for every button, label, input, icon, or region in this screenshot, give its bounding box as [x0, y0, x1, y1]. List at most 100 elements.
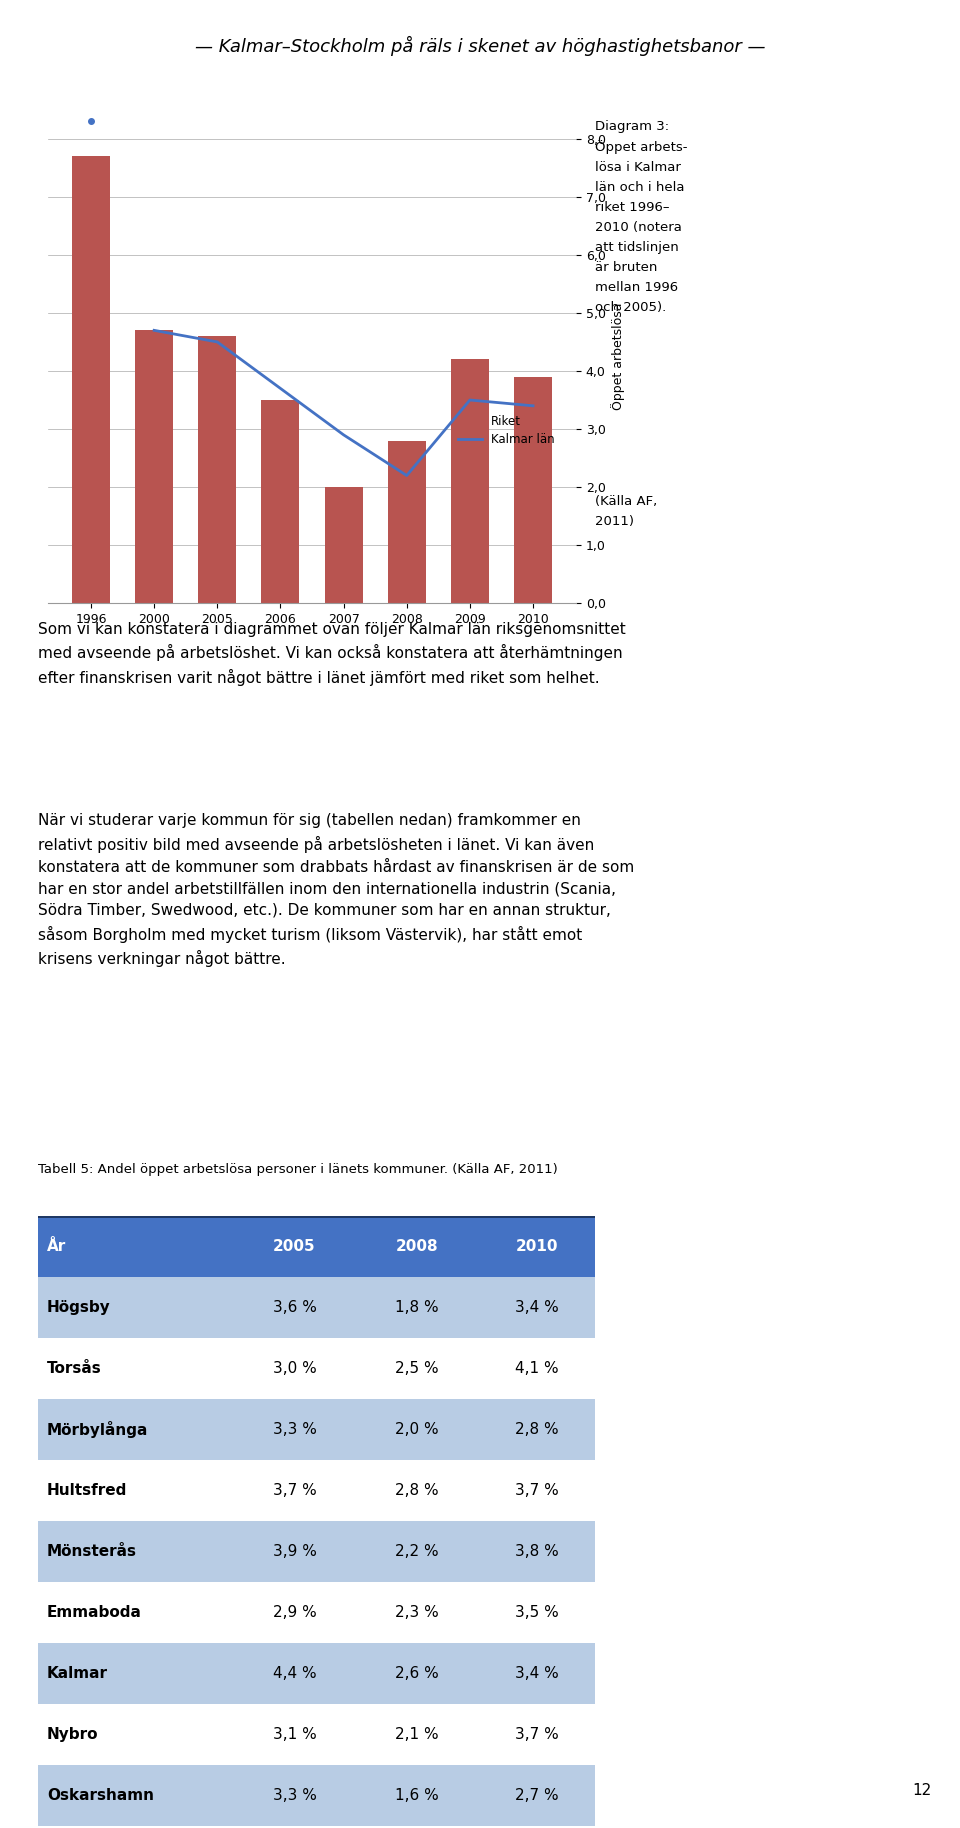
Text: — Kalmar–Stockholm på räls i skenet av höghastighetsbanor —: — Kalmar–Stockholm på räls i skenet av h… — [195, 37, 765, 55]
FancyBboxPatch shape — [233, 1216, 356, 1276]
Text: 2,8 %: 2,8 % — [396, 1483, 439, 1497]
Text: 4,1 %: 4,1 % — [515, 1360, 559, 1376]
Text: Som vi kan konstatera i diagrammet ovan följer Kalmar län riksgenomsnittet
med a: Som vi kan konstatera i diagrammet ovan … — [38, 622, 626, 686]
Y-axis label: Öppet arbetslösa: Öppet arbetslösa — [612, 303, 625, 409]
FancyBboxPatch shape — [233, 1338, 356, 1398]
Bar — [199, 336, 236, 603]
Bar — [451, 360, 489, 603]
Text: 3,3 %: 3,3 % — [273, 1422, 317, 1437]
FancyBboxPatch shape — [233, 1276, 356, 1338]
FancyBboxPatch shape — [478, 1216, 595, 1276]
FancyBboxPatch shape — [478, 1704, 595, 1764]
Text: 3,9 %: 3,9 % — [273, 1543, 317, 1559]
Bar — [135, 331, 173, 603]
Text: 3,4 %: 3,4 % — [515, 1300, 559, 1314]
FancyBboxPatch shape — [478, 1764, 595, 1826]
FancyBboxPatch shape — [233, 1704, 356, 1764]
Text: Emmaboda: Emmaboda — [47, 1605, 142, 1620]
Text: 2005: 2005 — [274, 1239, 316, 1254]
FancyBboxPatch shape — [478, 1338, 595, 1398]
FancyBboxPatch shape — [478, 1276, 595, 1338]
FancyBboxPatch shape — [356, 1704, 478, 1764]
FancyBboxPatch shape — [38, 1216, 233, 1276]
Text: (Källa AF,
2011): (Källa AF, 2011) — [595, 495, 658, 528]
Text: Mörbylånga: Mörbylånga — [47, 1420, 148, 1437]
Text: 2,5 %: 2,5 % — [396, 1360, 439, 1376]
Text: 3,0 %: 3,0 % — [273, 1360, 317, 1376]
FancyBboxPatch shape — [356, 1216, 478, 1276]
FancyBboxPatch shape — [356, 1764, 478, 1826]
FancyBboxPatch shape — [38, 1459, 233, 1521]
FancyBboxPatch shape — [356, 1581, 478, 1643]
FancyBboxPatch shape — [478, 1581, 595, 1643]
Text: 2010: 2010 — [516, 1239, 558, 1254]
Text: 3,7 %: 3,7 % — [515, 1483, 559, 1497]
Text: Kalmar: Kalmar — [47, 1665, 108, 1680]
Text: Oskarshamn: Oskarshamn — [47, 1788, 154, 1802]
Text: Hultsfred: Hultsfred — [47, 1483, 127, 1497]
Bar — [261, 400, 300, 603]
FancyBboxPatch shape — [38, 1704, 233, 1764]
Text: År: År — [47, 1239, 66, 1254]
Text: 3,6 %: 3,6 % — [273, 1300, 317, 1314]
Text: 12: 12 — [912, 1782, 931, 1799]
Text: Nybro: Nybro — [47, 1726, 98, 1742]
Bar — [515, 377, 552, 603]
Text: 2,8 %: 2,8 % — [515, 1422, 559, 1437]
FancyBboxPatch shape — [233, 1398, 356, 1459]
Text: 3,7 %: 3,7 % — [273, 1483, 317, 1497]
Text: 3,8 %: 3,8 % — [515, 1543, 559, 1559]
Text: 2,2 %: 2,2 % — [396, 1543, 439, 1559]
Legend: Riket, Kalmar län: Riket, Kalmar län — [453, 409, 560, 452]
Text: 1,6 %: 1,6 % — [396, 1788, 439, 1802]
FancyBboxPatch shape — [356, 1643, 478, 1704]
FancyBboxPatch shape — [356, 1398, 478, 1459]
Text: Mönsterås: Mönsterås — [47, 1543, 136, 1559]
Text: 2008: 2008 — [396, 1239, 439, 1254]
FancyBboxPatch shape — [478, 1521, 595, 1581]
FancyBboxPatch shape — [38, 1764, 233, 1826]
Text: 3,4 %: 3,4 % — [515, 1665, 559, 1680]
Text: 2,3 %: 2,3 % — [396, 1605, 439, 1620]
FancyBboxPatch shape — [356, 1459, 478, 1521]
Text: Högsby: Högsby — [47, 1300, 110, 1314]
Text: 2,6 %: 2,6 % — [396, 1665, 439, 1680]
Text: Diagram 3:
Öppet arbets-
lösa i Kalmar
län och i hela
riket 1996–
2010 (notera
a: Diagram 3: Öppet arbets- lösa i Kalmar l… — [595, 119, 687, 314]
FancyBboxPatch shape — [356, 1826, 478, 1828]
Bar — [388, 441, 425, 603]
Text: 2,9 %: 2,9 % — [273, 1605, 317, 1620]
Text: 3,3 %: 3,3 % — [273, 1788, 317, 1802]
Text: 2,0 %: 2,0 % — [396, 1422, 439, 1437]
FancyBboxPatch shape — [233, 1459, 356, 1521]
FancyBboxPatch shape — [38, 1521, 233, 1581]
FancyBboxPatch shape — [233, 1581, 356, 1643]
Bar — [72, 155, 109, 603]
Text: 3,1 %: 3,1 % — [273, 1726, 317, 1742]
Text: 3,7 %: 3,7 % — [515, 1726, 559, 1742]
FancyBboxPatch shape — [233, 1764, 356, 1826]
FancyBboxPatch shape — [478, 1643, 595, 1704]
FancyBboxPatch shape — [478, 1459, 595, 1521]
FancyBboxPatch shape — [38, 1216, 595, 1217]
FancyBboxPatch shape — [356, 1276, 478, 1338]
FancyBboxPatch shape — [38, 1643, 233, 1704]
FancyBboxPatch shape — [38, 1826, 233, 1828]
FancyBboxPatch shape — [233, 1521, 356, 1581]
FancyBboxPatch shape — [478, 1826, 595, 1828]
FancyBboxPatch shape — [233, 1826, 356, 1828]
Text: När vi studerar varje kommun för sig (tabellen nedan) framkommer en
relativt pos: När vi studerar varje kommun för sig (ta… — [38, 813, 635, 967]
FancyBboxPatch shape — [38, 1398, 233, 1459]
FancyBboxPatch shape — [38, 1338, 233, 1398]
Text: 2,1 %: 2,1 % — [396, 1726, 439, 1742]
FancyBboxPatch shape — [478, 1398, 595, 1459]
Text: 3,5 %: 3,5 % — [515, 1605, 559, 1620]
FancyBboxPatch shape — [233, 1643, 356, 1704]
Text: Torsås: Torsås — [47, 1360, 102, 1376]
Text: Tabell 5: Andel öppet arbetslösa personer i länets kommuner. (Källa AF, 2011): Tabell 5: Andel öppet arbetslösa persone… — [38, 1163, 558, 1177]
Bar — [324, 486, 363, 603]
Text: 2,7 %: 2,7 % — [515, 1788, 559, 1802]
FancyBboxPatch shape — [38, 1276, 233, 1338]
Text: 4,4 %: 4,4 % — [273, 1665, 317, 1680]
FancyBboxPatch shape — [356, 1521, 478, 1581]
Text: 1,8 %: 1,8 % — [396, 1300, 439, 1314]
